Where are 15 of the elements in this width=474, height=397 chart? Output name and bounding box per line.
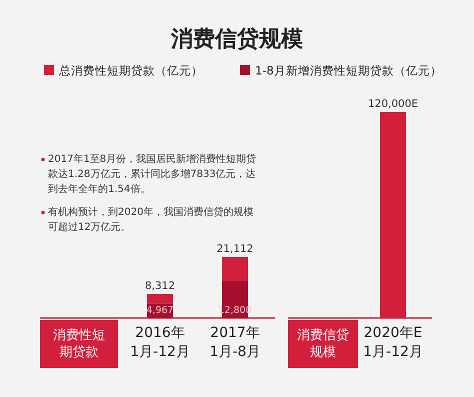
legend-label: 1-8月新增消费性短期贷款（亿元）: [255, 64, 442, 78]
text: 有机构预计，到2020年，我国消费信贷的规模可超过12万亿元。: [48, 206, 254, 235]
x-tick-label: 2017年 1月-8月: [210, 325, 260, 360]
x-tick-label: 2016年 1月-12月: [130, 325, 190, 360]
total-label: 8,312: [144, 280, 176, 292]
total-label: 21,112: [216, 243, 254, 255]
bar: [147, 294, 173, 304]
x-axis-title: 消费信贷规模: [296, 327, 350, 361]
x-axis-title: 消费性短期贷款: [52, 327, 106, 361]
bar: [222, 257, 248, 282]
chart-title: 消费信贷规模: [170, 27, 303, 52]
legend-label: 总消费性短期贷款（亿元）: [58, 64, 203, 78]
text: 2017年1至8月份，我国居民新增消费性短期贷款达1.28万亿元，累计同比多增7833亿元，达到去年全年的1.54倍。: [48, 152, 258, 197]
data-label: 120,000E: [368, 98, 418, 110]
x-tick-label: 2020年E 1月-12月: [363, 325, 423, 360]
